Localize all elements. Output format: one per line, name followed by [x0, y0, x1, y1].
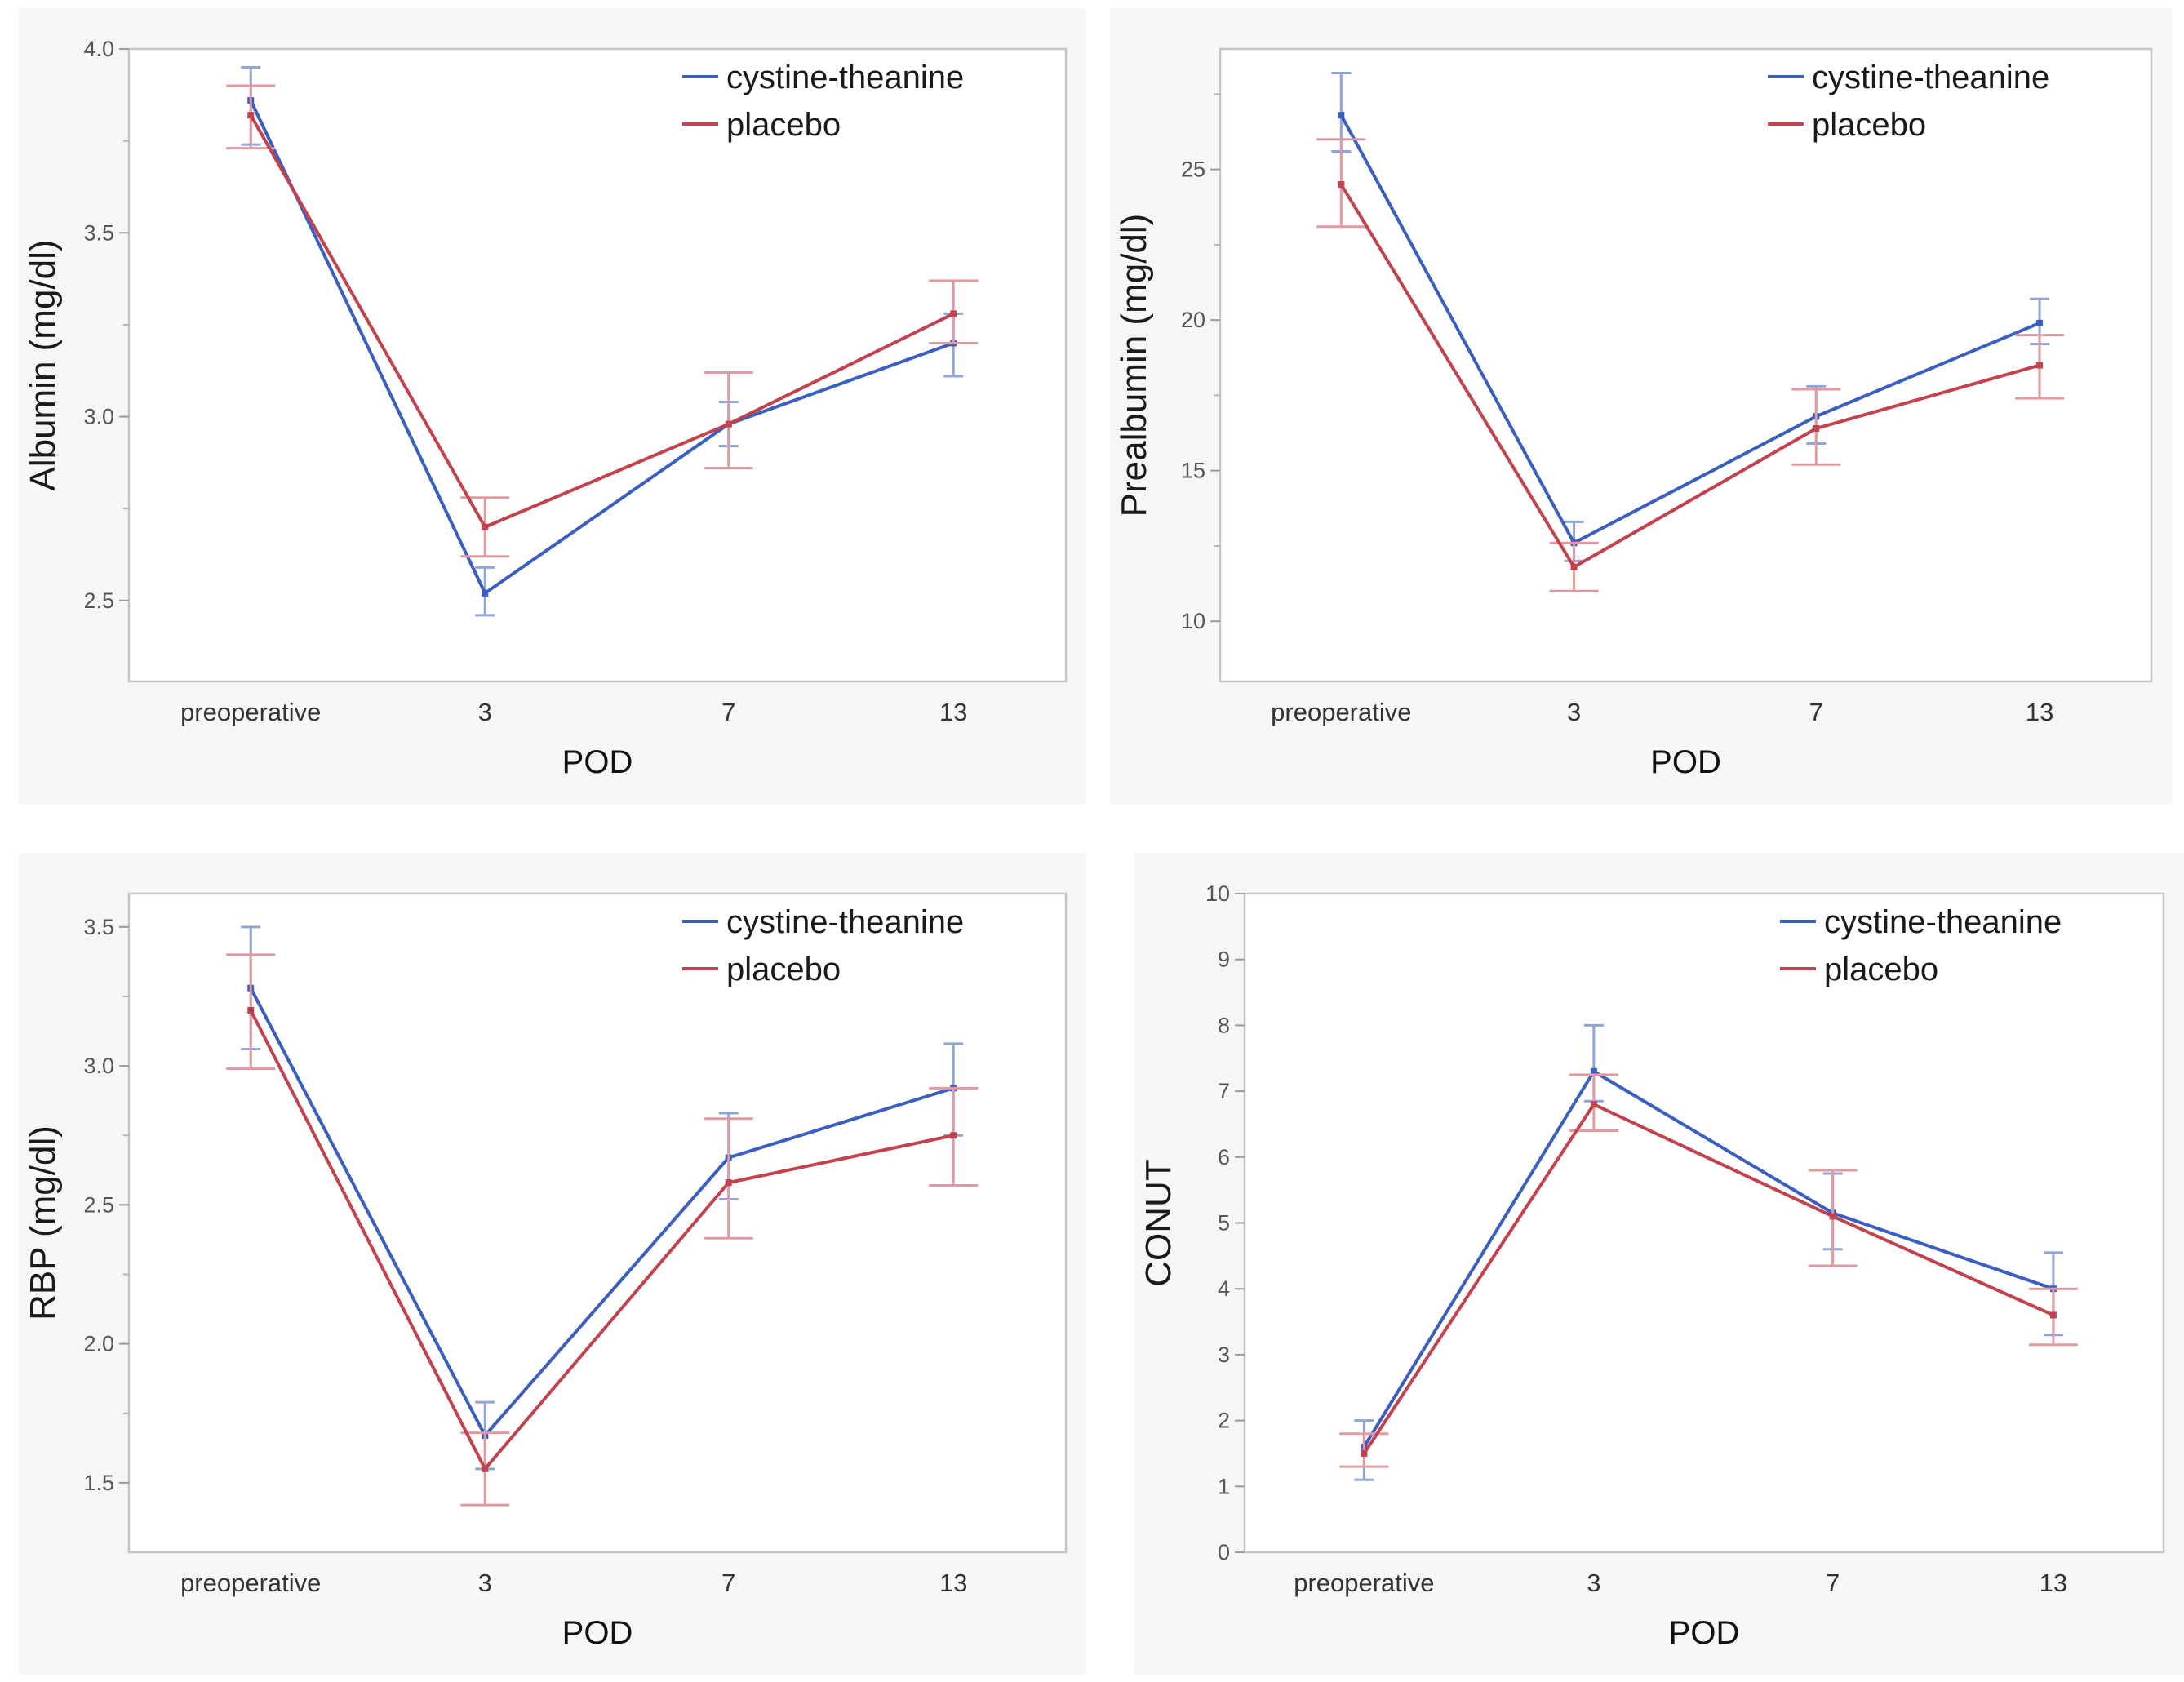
y-tick-label: 3.5	[83, 915, 114, 939]
y-tick-label: 4.0	[83, 37, 114, 61]
series-line-cystine-theanine	[249, 987, 954, 1437]
y-tick-label: 25	[1181, 158, 1205, 182]
y-tick-label: 20	[1181, 308, 1205, 332]
data-point-marker	[725, 1179, 732, 1187]
y-tick-label: 3.5	[83, 220, 114, 245]
data-point-marker	[950, 310, 957, 317]
y-axis-title: CONUT	[1139, 1159, 1179, 1286]
albumin-chart: 4.0 3.5 3.0 2.5 preoperative 3 7 13 POD Albumin (…	[23, 37, 1068, 780]
x-axis-title: POD	[1650, 744, 1721, 780]
x-category-label: 3	[1587, 1569, 1600, 1597]
data-point-marker	[247, 112, 255, 119]
rbp-chart-panel: 3.5 3.0 2.5 2.0 1.5 preoperative 3 7 13 POD RBP (m…	[19, 853, 1086, 1675]
series-line-placebo	[249, 114, 955, 529]
x-category-label: 13	[939, 698, 967, 726]
x-category-label: 13	[2040, 1569, 2067, 1597]
x-category-label: preoperative	[1271, 698, 1411, 726]
series-line-placebo	[249, 1010, 954, 1471]
series-line-cystine-theanine	[1362, 1069, 2054, 1448]
x-axis-title: POD	[1669, 1615, 1740, 1651]
series-line-placebo	[1339, 184, 2040, 569]
legend-label-placebo: placebo	[726, 107, 841, 143]
x-category-label: preoperative	[180, 1569, 321, 1597]
x-category-label: 3	[478, 1569, 492, 1597]
y-tick-label: 8	[1218, 1013, 1230, 1037]
y-axis-title: Albumin (mg/dl)	[23, 239, 63, 490]
y-tick-label: 10	[1181, 609, 1205, 633]
x-category-label: preoperative	[180, 698, 321, 726]
y-axis-title: RBP (mg/dl)	[23, 1125, 63, 1320]
series-line-placebo	[1362, 1103, 2054, 1455]
data-point-marker	[482, 589, 489, 597]
y-tick-label: 2.0	[83, 1332, 114, 1356]
y-tick-label: 7	[1218, 1079, 1230, 1103]
legend-label-placebo: placebo	[1812, 107, 1926, 143]
x-category-label: 3	[1567, 698, 1581, 726]
data-point-marker	[1570, 563, 1578, 570]
data-point-marker	[2036, 362, 2044, 369]
albumin-chart-panel: 4.0 3.5 3.0 2.5 preoperative 3 7 13 POD Albumin (…	[19, 8, 1086, 804]
y-tick-label: 2.5	[83, 588, 114, 613]
data-point-marker	[1338, 181, 1345, 189]
data-point-marker	[2049, 1311, 2057, 1319]
data-point-marker	[1590, 1067, 1597, 1075]
data-point-marker	[950, 1132, 957, 1139]
plot-area	[127, 47, 1068, 683]
x-category-label: 3	[478, 698, 492, 726]
y-tick-label: 1	[1218, 1474, 1230, 1498]
legend-label-cystine-theanine: cystine-theanine	[1824, 904, 2062, 940]
plot-area	[127, 892, 1068, 1554]
y-tick-label: 3.0	[83, 1054, 114, 1078]
x-category-label: 7	[721, 1569, 735, 1597]
y-tick-label: 2	[1218, 1409, 1230, 1433]
data-point-marker	[482, 523, 489, 530]
x-category-label: 13	[2026, 698, 2053, 726]
plot-area	[1219, 47, 2153, 683]
x-category-label: preoperative	[1294, 1569, 1434, 1597]
x-category-label: 7	[1826, 1569, 1840, 1597]
conut-chart-panel: 10 9 8 7 6 5 4 3 2 1 0 preoperative 3 7 13 POD CONUT cyst…	[1134, 853, 2184, 1675]
legend-label-cystine-theanine: cystine-theanine	[726, 904, 964, 940]
legend-label-cystine-theanine: cystine-theanine	[726, 60, 964, 95]
y-tick-label: 2.5	[83, 1192, 114, 1217]
data-point-marker	[482, 1465, 489, 1472]
data-point-marker	[1829, 1213, 1836, 1220]
y-axis-title: Prealbumin (mg/dl)	[1114, 214, 1154, 517]
x-axis-title: POD	[562, 744, 633, 780]
legend-label-placebo: placebo	[1824, 952, 1938, 987]
data-point-marker	[2036, 319, 2044, 326]
x-category-label: 13	[939, 1569, 967, 1597]
x-category-label: 7	[721, 698, 735, 726]
y-tick-label: 0	[1218, 1540, 1230, 1564]
prealbumin-chart-panel: 25 20 15 10 preoperative 3 7 13 POD Prealbumin (m…	[1110, 8, 2172, 804]
series-line-cystine-theanine	[1339, 114, 2040, 545]
y-tick-label: 10	[1205, 881, 1230, 906]
x-axis-title: POD	[562, 1615, 633, 1651]
x-category-label: 7	[1809, 698, 1823, 726]
legend-label-cystine-theanine: cystine-theanine	[1812, 60, 2049, 95]
y-tick-label: 3.0	[83, 405, 114, 429]
rbp-chart: 3.5 3.0 2.5 2.0 1.5 preoperative 3 7 13 POD RBP (m…	[23, 892, 1068, 1651]
y-tick-label: 15	[1181, 459, 1205, 483]
y-tick-label: 5	[1218, 1211, 1230, 1236]
y-tick-label: 6	[1218, 1145, 1230, 1169]
prealbumin-chart: 25 20 15 10 preoperative 3 7 13 POD Prealbumin (m…	[1114, 47, 2153, 780]
y-tick-label: 9	[1218, 948, 1230, 972]
data-point-marker	[1361, 1449, 1368, 1457]
data-point-marker	[1813, 425, 1820, 432]
data-point-marker	[1590, 1101, 1597, 1108]
y-tick-label: 4	[1218, 1276, 1230, 1301]
y-tick-label: 1.5	[83, 1471, 114, 1495]
data-point-marker	[1338, 112, 1345, 119]
legend-label-placebo: placebo	[726, 952, 841, 987]
plot-area	[1243, 892, 2165, 1554]
data-point-marker	[725, 420, 732, 428]
series-line-cystine-theanine	[249, 100, 954, 595]
y-tick-label: 3	[1218, 1342, 1230, 1367]
data-point-marker	[247, 1007, 255, 1014]
